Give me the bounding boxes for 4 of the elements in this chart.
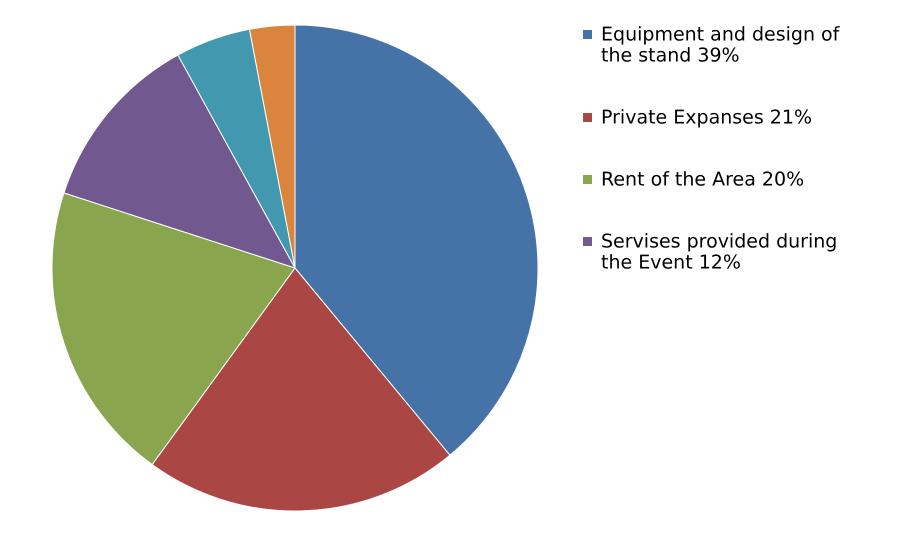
legend-label: Private Expanses 21% <box>601 106 812 128</box>
legend-label: Servises provided during the Event 12% <box>601 230 838 274</box>
legend-label: Rent of the Area 20% <box>601 168 804 190</box>
legend-label: Equipment and design of the stand 39% <box>601 24 841 66</box>
